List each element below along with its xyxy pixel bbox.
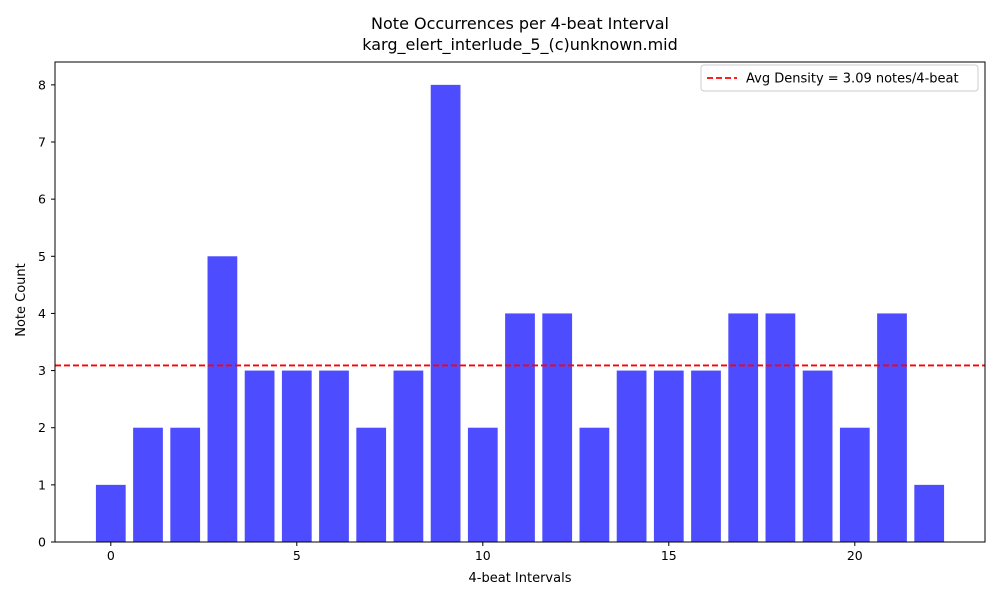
x-tick-label: 5	[293, 548, 301, 563]
bar-1	[133, 427, 163, 542]
x-tick-label: 20	[847, 548, 863, 563]
y-tick-label: 8	[38, 77, 46, 92]
bar-22	[914, 484, 945, 542]
legend: Avg Density = 3.09 notes/4-beat	[700, 64, 979, 92]
y-tick-label: 5	[38, 249, 46, 264]
bar-13	[579, 427, 610, 542]
y-tick-label: 6	[38, 192, 46, 207]
chart-subtitle: karg_elert_interlude_5_(c)unknown.mid	[362, 35, 678, 55]
bar-8	[393, 370, 424, 542]
y-tick-label: 7	[38, 135, 46, 150]
bar-6	[319, 370, 349, 542]
bar-3	[207, 256, 238, 542]
bar-12	[542, 313, 573, 542]
bar-21	[877, 313, 907, 542]
x-axis-label: 4-beat Intervals	[469, 571, 572, 586]
bar-19	[802, 370, 833, 542]
bar-10	[467, 427, 498, 542]
bar-2	[170, 427, 201, 542]
legend-box	[700, 64, 979, 92]
chart-title: Note Occurrences per 4-beat Interval	[371, 14, 669, 33]
y-axis-ticks: 0 1 2 3 4 5 6 7 8	[38, 77, 55, 550]
plot-frame	[54, 61, 986, 543]
y-tick-label: 4	[38, 306, 46, 321]
x-tick-label: 10	[475, 548, 491, 563]
x-axis-ticks: 0 5 10 15 20	[107, 542, 863, 563]
bar-15	[653, 370, 684, 542]
bar-16	[691, 370, 721, 542]
y-tick-label: 3	[38, 363, 46, 378]
y-tick-label: 0	[38, 535, 46, 550]
bar-9	[430, 84, 461, 542]
bar-4	[244, 370, 275, 542]
y-axis-label: Note Count	[14, 263, 29, 337]
x-tick-label: 15	[661, 548, 677, 563]
x-tick-label: 0	[107, 548, 115, 563]
bar-7	[356, 427, 387, 542]
y-tick-label: 1	[38, 477, 46, 492]
bar-5	[281, 370, 312, 542]
bar-18	[765, 313, 796, 542]
legend-average-label: Avg Density = 3.09 notes/4-beat	[746, 72, 959, 87]
bar-20	[839, 427, 870, 542]
y-tick-label: 2	[38, 420, 46, 435]
bar-14	[616, 370, 647, 542]
bars-group	[95, 84, 945, 542]
bar-0	[95, 484, 126, 542]
bar-17	[728, 313, 759, 542]
bar-11	[505, 313, 535, 542]
